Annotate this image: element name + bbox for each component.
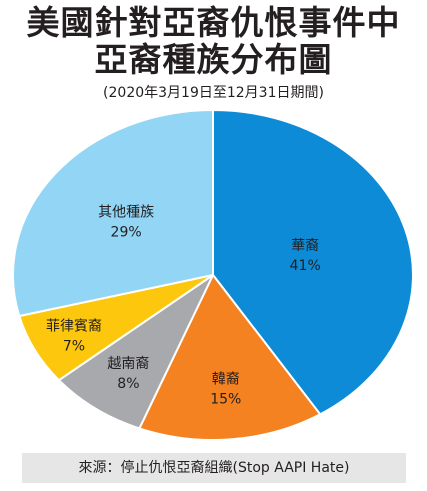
chart-title-line1: 美國針對亞裔仇恨事件中 bbox=[26, 3, 401, 42]
pie-slice-1 bbox=[212, 109, 414, 416]
slice-value-5: 29% bbox=[111, 224, 142, 240]
slice-value-4: 7% bbox=[63, 338, 85, 354]
slice-label-3: 越南裔 bbox=[107, 355, 149, 372]
slice-label-5: 其他種族 bbox=[98, 204, 154, 220]
slice-label-4: 菲律賓裔 bbox=[46, 317, 102, 334]
slice-value-1: 41% bbox=[290, 258, 321, 274]
slice-label-1: 華裔 bbox=[291, 237, 319, 254]
pie-slice-5 bbox=[12, 109, 214, 318]
slice-label-2: 韓裔 bbox=[212, 371, 240, 388]
pie-slice-2 bbox=[138, 274, 322, 441]
pie-slice-3 bbox=[57, 274, 214, 430]
slice-value-3: 8% bbox=[117, 376, 139, 392]
source-note: 來源：停止仇恨亞裔組織(Stop AAPI Hate) bbox=[22, 453, 406, 483]
chart-subtitle: (2020年3月19日至12月31日期間) bbox=[103, 85, 324, 101]
chart-title-line2: 亞裔種族分布圖 bbox=[94, 40, 333, 79]
slice-value-2: 15% bbox=[210, 392, 241, 408]
